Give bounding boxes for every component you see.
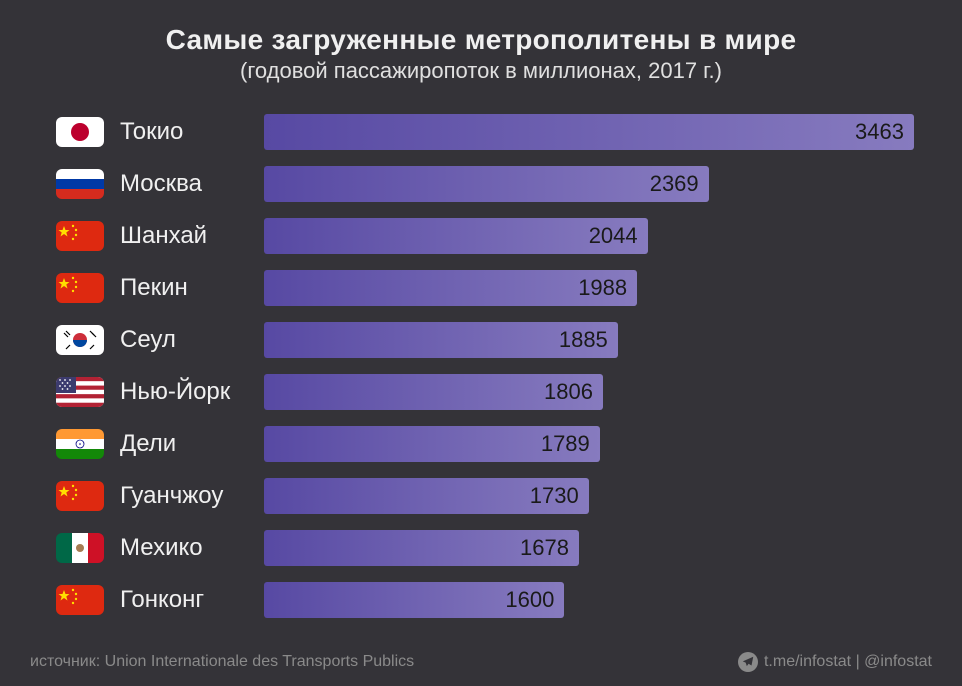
chart-row: Нью-Йорк 1806 xyxy=(56,368,922,416)
flag-icon xyxy=(56,169,104,199)
source-prefix: источник: xyxy=(30,653,105,670)
chart-row: Дели 1789 xyxy=(56,420,922,468)
flag-icon xyxy=(56,533,104,563)
chart-row: Пекин 1988 xyxy=(56,264,922,312)
bar-value: 2369 xyxy=(650,171,699,197)
bar-area: 1678 xyxy=(264,530,922,566)
flag-icon xyxy=(56,273,104,303)
chart-title: Самые загруженные метрополитены в мире xyxy=(40,24,922,56)
chart-container: Самые загруженные метрополитены в мире (… xyxy=(0,0,962,624)
flag-icon xyxy=(56,221,104,251)
city-label: Нью-Йорк xyxy=(104,378,264,406)
bar-value: 2044 xyxy=(589,223,638,249)
bar: 1988 xyxy=(264,270,637,306)
chart-row: Сеул 1885 xyxy=(56,316,922,364)
city-label: Москва xyxy=(104,170,264,198)
city-label: Пекин xyxy=(104,274,264,302)
city-label: Сеул xyxy=(104,326,264,354)
city-label: Гонконг xyxy=(104,586,264,614)
chart-rows: Токио 3463 Москва 2369 Шанхай 2044 Пекин… xyxy=(40,108,922,624)
city-label: Токио xyxy=(104,118,264,146)
city-label: Гуанчжоу xyxy=(104,482,264,510)
flag-icon xyxy=(56,377,104,407)
footer-link: t.me/infostat | @infostat xyxy=(764,653,932,671)
bar: 1600 xyxy=(264,582,564,618)
city-label: Шанхай xyxy=(104,222,264,250)
chart-row: Мехико 1678 xyxy=(56,524,922,572)
footer-source: источник: Union Internationale des Trans… xyxy=(30,653,414,671)
telegram-icon xyxy=(738,652,758,672)
bar-area: 1988 xyxy=(264,270,922,306)
bar-area: 2369 xyxy=(264,166,922,202)
flag-icon xyxy=(56,117,104,147)
bar-area: 2044 xyxy=(264,218,922,254)
bar: 2369 xyxy=(264,166,709,202)
bar-area: 1730 xyxy=(264,478,922,514)
bar-area: 1789 xyxy=(264,426,922,462)
bar-value: 1678 xyxy=(520,535,569,561)
chart-row: Гонконг 1600 xyxy=(56,576,922,624)
bar-area: 1806 xyxy=(264,374,922,410)
footer-link-wrap: t.me/infostat | @infostat xyxy=(738,652,932,672)
city-label: Мехико xyxy=(104,534,264,562)
city-label: Дели xyxy=(104,430,264,458)
source-name: Union Internationale des Transports Publ… xyxy=(105,653,415,670)
chart-subtitle: (годовой пассажиропоток в миллионах, 201… xyxy=(40,58,922,84)
bar-value: 1988 xyxy=(578,275,627,301)
chart-row: Гуанчжоу 1730 xyxy=(56,472,922,520)
bar-value: 1789 xyxy=(541,431,590,457)
chart-row: Токио 3463 xyxy=(56,108,922,156)
bar: 1806 xyxy=(264,374,603,410)
bar-value: 1806 xyxy=(544,379,593,405)
bar: 2044 xyxy=(264,218,648,254)
bar: 3463 xyxy=(264,114,914,150)
bar-area: 3463 xyxy=(264,114,922,150)
flag-icon xyxy=(56,325,104,355)
bar-area: 1600 xyxy=(264,582,922,618)
bar-value: 1885 xyxy=(559,327,608,353)
bar-area: 1885 xyxy=(264,322,922,358)
flag-icon xyxy=(56,481,104,511)
chart-row: Москва 2369 xyxy=(56,160,922,208)
footer: источник: Union Internationale des Trans… xyxy=(30,652,932,672)
bar-value: 3463 xyxy=(855,119,904,145)
bar: 1730 xyxy=(264,478,589,514)
flag-icon xyxy=(56,429,104,459)
bar: 1789 xyxy=(264,426,600,462)
bar-value: 1730 xyxy=(530,483,579,509)
bar: 1885 xyxy=(264,322,618,358)
chart-row: Шанхай 2044 xyxy=(56,212,922,260)
bar: 1678 xyxy=(264,530,579,566)
flag-icon xyxy=(56,585,104,615)
bar-value: 1600 xyxy=(505,587,554,613)
